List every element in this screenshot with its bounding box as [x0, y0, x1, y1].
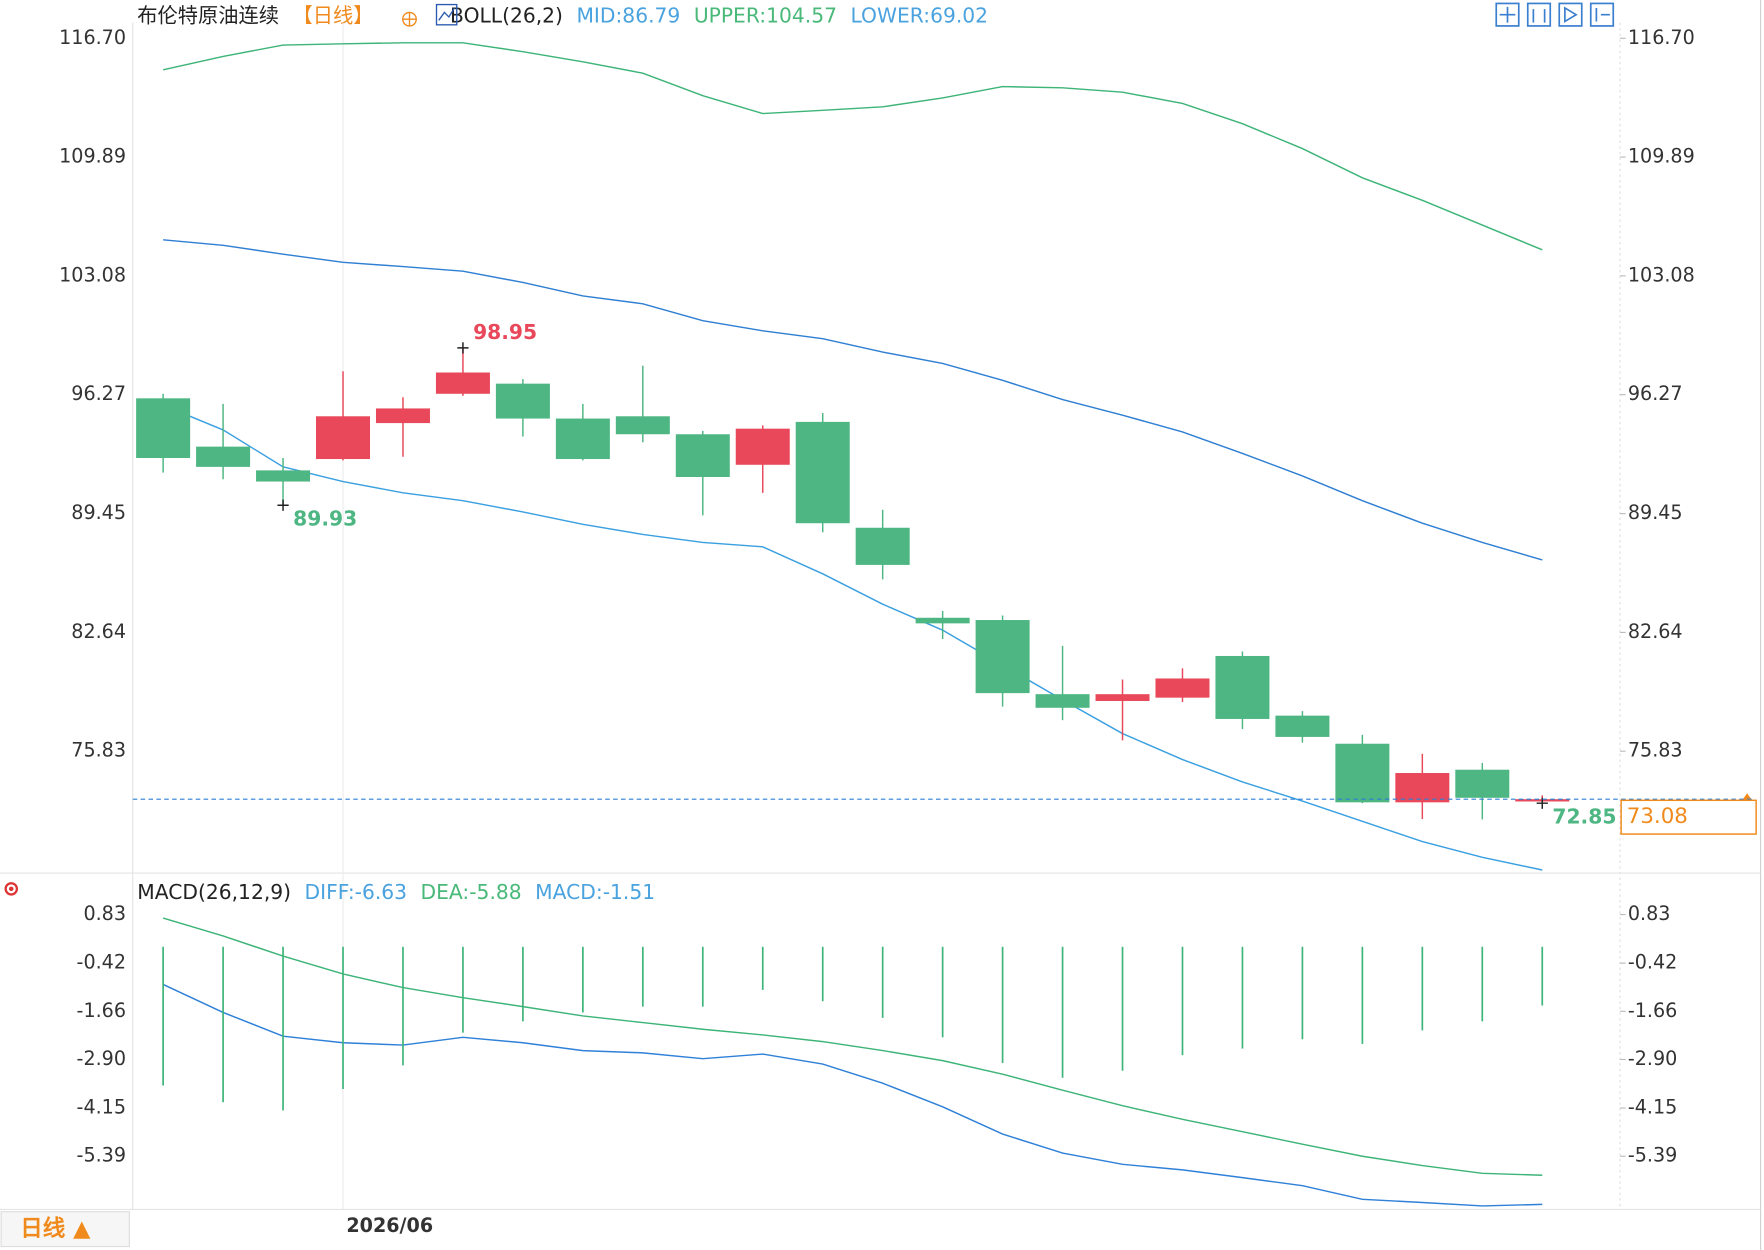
chart-title: 布伦特原油连续	[137, 3, 279, 27]
candle-body	[256, 470, 311, 482]
period-label: 【日线】	[293, 3, 374, 27]
period-button-label[interactable]: 日线 ▲	[20, 1215, 91, 1242]
period-button[interactable]	[0, 1211, 130, 1248]
indicator-label: BOLL(26,2)	[450, 3, 563, 27]
add-icon-cross	[402, 12, 417, 26]
candle-body	[615, 416, 670, 435]
candle-body	[735, 428, 790, 465]
y2-tick-label: 0.83	[1628, 902, 1671, 925]
candle-body	[1155, 678, 1210, 698]
indicator-label: MACD(26,12,9)	[137, 880, 291, 904]
candle-body	[675, 434, 730, 477]
y-tick-label: 116.70	[59, 26, 126, 49]
legend-label: DIFF:-6.63	[305, 880, 408, 904]
candle-body	[1035, 694, 1090, 708]
candle-body	[855, 527, 910, 565]
y2-tick-label: 103.08	[1628, 263, 1695, 286]
candle-body	[316, 416, 371, 460]
candle-body	[1095, 694, 1150, 701]
tool-icon[interactable]	[1589, 2, 1615, 27]
y-tick-label: 75.83	[71, 739, 126, 762]
y-tick-label: 109.89	[59, 145, 126, 168]
y2-tick-label: 116.70	[1628, 26, 1695, 49]
indicator-icon-line	[438, 7, 456, 21]
extreme-marker	[277, 499, 289, 511]
y-tick-label: 96.27	[71, 382, 126, 405]
candle-body	[1335, 743, 1390, 803]
macd-line	[162, 983, 1543, 1207]
candle-body	[975, 620, 1030, 694]
extreme-marker	[457, 342, 469, 354]
extreme-marker	[1536, 797, 1548, 809]
extreme-label: 72.85	[1552, 804, 1616, 828]
toolbar	[1495, 2, 1615, 27]
y2-tick-label: -4.15	[1628, 1096, 1677, 1119]
y-tick-label: -0.42	[77, 951, 126, 974]
candle-body	[1275, 715, 1330, 737]
y-tick-label: -2.90	[77, 1047, 126, 1070]
y2-tick-label: -0.42	[1628, 951, 1677, 974]
y-tick-label: -5.39	[77, 1144, 126, 1167]
y2-tick-label: 96.27	[1628, 382, 1683, 405]
candle-body	[1455, 769, 1510, 798]
extreme-label: 89.93	[293, 506, 357, 530]
y2-tick-label: 89.45	[1628, 501, 1683, 524]
last-price-label: 73.08	[1627, 804, 1688, 829]
boll-line	[162, 404, 1543, 871]
candle-body	[555, 418, 610, 460]
tool-icon[interactable]	[1526, 2, 1552, 27]
y2-tick-label: -2.90	[1628, 1047, 1677, 1070]
y-tick-label: -4.15	[77, 1096, 126, 1119]
candle-body	[495, 383, 550, 419]
y2-tick-label: 75.83	[1628, 739, 1683, 762]
legend-label: MACD:-1.51	[535, 880, 655, 904]
y-tick-label: 89.45	[71, 501, 126, 524]
y2-tick-label: -5.39	[1628, 1144, 1677, 1167]
settings-icon-dot	[9, 886, 14, 892]
tool-icon[interactable]	[1495, 2, 1520, 27]
y-tick-label: 0.83	[83, 902, 126, 925]
tool-icon[interactable]	[1558, 2, 1583, 27]
macd-line	[162, 917, 1543, 1176]
y2-tick-label: -1.66	[1628, 999, 1677, 1022]
y-tick-label: -1.66	[77, 999, 126, 1022]
settings-icon[interactable]	[4, 882, 18, 896]
candle-body	[375, 408, 430, 424]
x-tick-label: 2026/06	[346, 1214, 433, 1237]
candle-body	[1395, 773, 1450, 803]
candle-body	[435, 372, 490, 394]
extreme-label: 98.95	[473, 320, 537, 344]
legend-label: LOWER:69.02	[850, 3, 988, 27]
legend-label: MID:86.79	[576, 3, 680, 27]
candle-body	[196, 446, 251, 467]
y-tick-label: 103.08	[59, 263, 126, 286]
candle-body	[136, 398, 191, 458]
last-price-box	[1620, 799, 1757, 835]
legend-label: DEA:-5.88	[421, 880, 522, 904]
legend-label: UPPER:104.57	[694, 3, 837, 27]
candle-body	[795, 421, 850, 524]
y2-tick-label: 82.64	[1628, 620, 1683, 643]
tool-glyphs	[1499, 6, 1610, 23]
candle-body	[1215, 655, 1270, 719]
candle-body	[915, 617, 970, 624]
y2-tick-label: 109.89	[1628, 145, 1695, 168]
boll-line	[162, 42, 1543, 251]
y-tick-label: 82.64	[71, 620, 126, 643]
boll-line	[163, 239, 1543, 561]
indicator-icon	[435, 3, 458, 26]
